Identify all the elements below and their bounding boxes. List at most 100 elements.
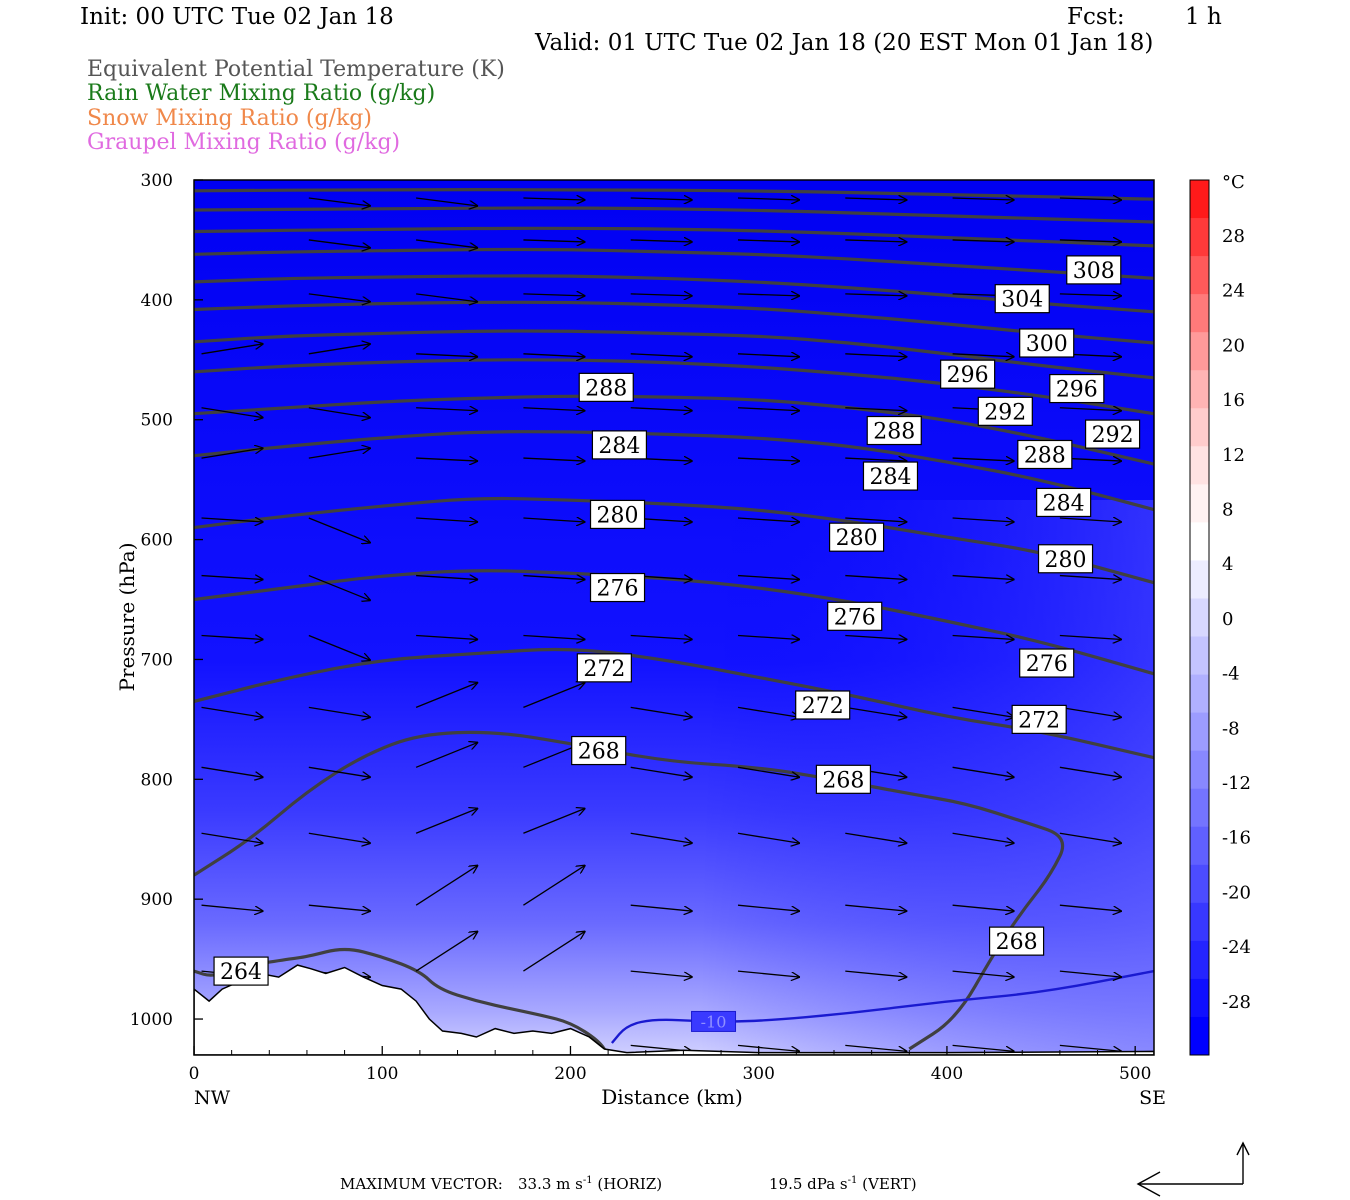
wind-vector	[845, 1044, 907, 1051]
wind-vector	[845, 904, 907, 911]
x-tick-label: 300	[742, 1064, 774, 1084]
colorbar-tick-label: -20	[1222, 882, 1251, 903]
wind-vector	[523, 458, 585, 461]
wind-vector	[952, 766, 1015, 777]
wind-vector	[201, 576, 264, 580]
plot-frame	[193, 179, 1155, 1056]
wind-vector	[1059, 706, 1122, 717]
wind-vector	[952, 904, 1015, 911]
colorbar-swatch	[1190, 674, 1209, 714]
wind-vector	[415, 742, 478, 768]
colorbar-tick-label: -8	[1222, 718, 1240, 739]
theta-e-label-box	[1019, 328, 1075, 358]
legend-snow: Snow Mixing Ratio (g/kg)	[87, 106, 372, 131]
wind-vector	[523, 682, 585, 709]
x-axis-label: Distance (km)	[601, 1085, 743, 1109]
colorbar-swatch	[1190, 978, 1209, 1018]
wind-vector	[737, 294, 800, 296]
wind-vector	[630, 240, 693, 242]
wind-vector	[523, 294, 585, 296]
wind-vector	[737, 766, 800, 777]
wind-vector	[1059, 198, 1122, 200]
wind-vector	[201, 448, 264, 459]
wind-vector	[952, 240, 1015, 242]
wind-vector	[416, 354, 478, 357]
colorbar-swatch	[1190, 636, 1209, 676]
colorbar-unit: °C	[1222, 172, 1245, 193]
theta-e-label: 284	[869, 465, 911, 490]
wind-vector	[308, 448, 371, 459]
wind-vector	[952, 832, 1015, 843]
y-tick-label: 900	[141, 890, 173, 910]
theta-e-label: 272	[802, 694, 844, 719]
x-tick-label: 400	[931, 1064, 963, 1084]
wind-vector	[952, 458, 1015, 461]
wind-vector	[1059, 518, 1122, 522]
theta-e-label-box	[589, 499, 646, 530]
theta-e-label: 284	[1043, 491, 1085, 516]
colorbar-tick-label: 24	[1222, 281, 1245, 302]
colorbar-tick-label: -16	[1222, 828, 1251, 849]
wind-vector	[737, 832, 800, 843]
wind-vector	[1059, 832, 1122, 843]
theta-e-label-box	[815, 764, 872, 794]
wind-vector	[845, 294, 907, 296]
wind-vector	[523, 635, 585, 639]
wind-vector	[845, 970, 907, 977]
colorbar-tick-label: 0	[1222, 609, 1233, 630]
wind-vector	[737, 240, 800, 242]
wind-vector	[523, 865, 585, 906]
colorbar-swatch	[1190, 902, 1209, 942]
wind-vector	[308, 197, 371, 206]
theta-e-label-box	[571, 735, 627, 766]
wind-vector	[523, 198, 585, 200]
theta-e-label-box	[1037, 544, 1094, 574]
wind-vector	[308, 634, 371, 660]
wind-vector	[416, 635, 478, 639]
wind-vector	[1059, 904, 1122, 911]
max-vert-value: 19.5 dPa s-1 (VERT)	[769, 1175, 917, 1193]
colorbar-swatch	[1190, 408, 1209, 447]
theta-e-label-box	[589, 572, 646, 603]
colorbar: 28 24 20 16 12 8 4 0 -4 -8 -12 -16 -20 -24 -28	[1189, 179, 1251, 1056]
wind-vector	[201, 635, 264, 639]
theta-e-label-box	[977, 396, 1033, 426]
theta-e-label: 280	[836, 526, 878, 551]
wind-vector	[952, 706, 1015, 717]
colorbar-swatch	[1190, 294, 1209, 333]
colorbar-swatch	[1190, 180, 1209, 219]
wind-vector	[737, 354, 800, 357]
wind-vector	[845, 635, 907, 639]
theta-e-label-box	[994, 284, 1050, 314]
wind-vector	[1059, 635, 1122, 639]
theta-e-label: 272	[1018, 708, 1060, 733]
max-horiz-value: 33.3 m s-1 (HORIZ)	[518, 1175, 662, 1193]
wind-vector	[845, 706, 907, 717]
wind-vector	[737, 904, 800, 911]
colorbar-swatch	[1190, 826, 1209, 866]
wind-vector	[630, 766, 693, 777]
theta-e-label-box	[1066, 255, 1122, 285]
wind-vector	[201, 518, 264, 522]
wind-vector	[630, 904, 693, 911]
wind-vector	[308, 239, 371, 248]
theta-e-label: 268	[996, 930, 1038, 955]
colorbar-swatch	[1190, 712, 1209, 752]
theta-e-label-box	[578, 372, 634, 402]
colorbar-tick-label: 16	[1222, 390, 1245, 411]
wind-vector	[308, 517, 371, 543]
theta-e-label-box	[988, 926, 1045, 956]
theta-e-contour-308	[194, 247, 1154, 280]
theta-e-label: 292	[984, 400, 1026, 425]
theta-e-label: 300	[1026, 332, 1068, 357]
legend-rain: Rain Water Mixing Ratio (g/kg)	[87, 81, 436, 106]
y-tick-label: 1000	[130, 1010, 173, 1030]
max-horiz-unit: (HORIZ)	[597, 1175, 663, 1193]
y-tick-label: 700	[141, 650, 173, 670]
theta-e-label-box	[576, 653, 632, 683]
colorbar-tick-label: 20	[1222, 335, 1245, 356]
wind-vector	[308, 344, 371, 355]
colorbar-swatch	[1190, 788, 1209, 828]
colorbar-swatch	[1190, 1016, 1209, 1056]
colorbar-swatch	[1190, 484, 1209, 523]
